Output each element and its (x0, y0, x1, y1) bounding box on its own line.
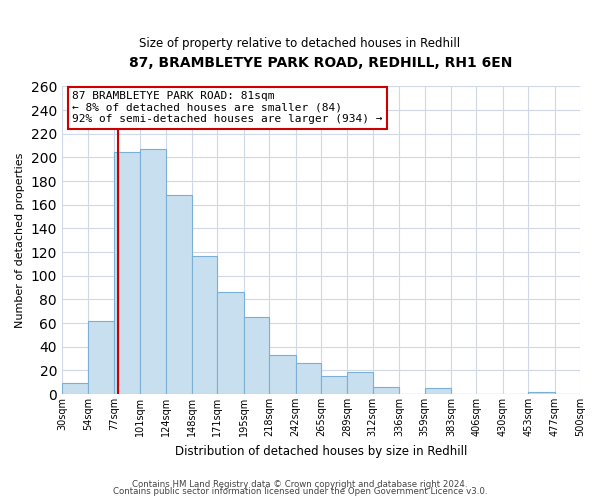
Bar (62, 384, 88, 394)
Y-axis label: Number of detached properties: Number of detached properties (15, 152, 25, 328)
Bar (269, 355, 296, 394)
Bar (425, 388, 451, 394)
Bar (166, 196, 192, 394)
Bar (114, 152, 140, 394)
Bar (528, 392, 554, 394)
Text: 87 BRAMBLETYE PARK ROAD: 81sqm
← 8% of detached houses are smaller (84)
92% of s: 87 BRAMBLETYE PARK ROAD: 81sqm ← 8% of d… (72, 91, 383, 124)
Text: Contains public sector information licensed under the Open Government Licence v3: Contains public sector information licen… (113, 487, 487, 496)
Text: Contains HM Land Registry data © Crown copyright and database right 2024.: Contains HM Land Registry data © Crown c… (132, 480, 468, 489)
Bar (347, 372, 373, 394)
Bar (296, 364, 321, 394)
Text: Size of property relative to detached houses in Redhill: Size of property relative to detached ho… (139, 38, 461, 51)
X-axis label: Distribution of detached houses by size in Redhill: Distribution of detached houses by size … (175, 444, 467, 458)
Bar (244, 317, 269, 394)
Title: 87, BRAMBLETYE PARK ROAD, REDHILL, RH1 6EN: 87, BRAMBLETYE PARK ROAD, REDHILL, RH1 6… (129, 56, 512, 70)
Bar (88, 320, 114, 394)
Bar (140, 149, 166, 394)
Bar (373, 387, 399, 394)
Bar (217, 292, 244, 394)
Bar (192, 256, 217, 394)
Bar (321, 376, 347, 394)
